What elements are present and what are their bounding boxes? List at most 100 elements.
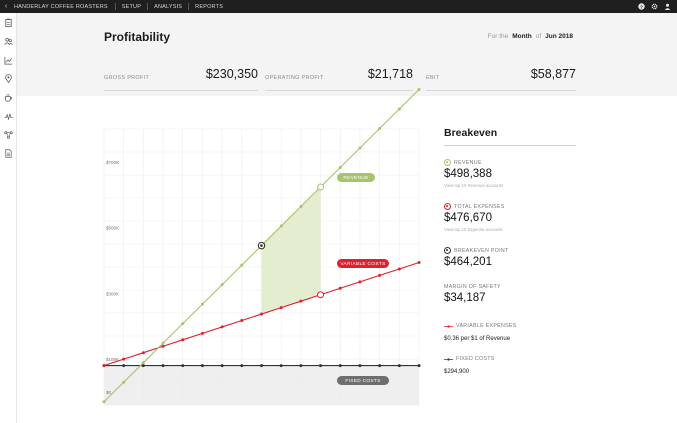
fixed-costs-point xyxy=(240,364,244,368)
breakeven-panel: Breakeven REVENUE $498,388 View top 10 R… xyxy=(444,127,576,375)
current-expenses-marker xyxy=(317,291,325,299)
fixed-costs-point xyxy=(417,364,421,368)
people-icon[interactable] xyxy=(4,37,13,46)
breakeven-point-value: $464,201 xyxy=(444,256,492,268)
fixed-costs-point xyxy=(279,364,283,368)
help-icon[interactable]: ? xyxy=(638,3,645,10)
variable-costs-point xyxy=(378,273,382,277)
variable-costs-annotation-pill xyxy=(337,259,389,268)
variable-costs-point xyxy=(397,267,401,271)
revenue-point xyxy=(181,322,185,326)
kpi-operating-profit: OPERATING PROFIT $21,718 xyxy=(265,65,413,91)
revenue-legend-icon xyxy=(444,159,451,166)
fixed-costs-point xyxy=(161,364,165,368)
breakeven-title: Breakeven xyxy=(444,127,576,146)
revenue-point xyxy=(417,87,421,91)
divider xyxy=(188,3,190,10)
page-title: Profitability xyxy=(104,30,171,44)
nav-setup[interactable]: SETUP xyxy=(121,3,142,10)
period-unit-select[interactable]: Month xyxy=(512,33,532,40)
revenue-point xyxy=(161,341,165,345)
revenue-point xyxy=(299,205,303,209)
nav-analysis[interactable]: ANALYSIS xyxy=(154,3,183,10)
variable-expenses-legend-icon xyxy=(444,324,453,328)
variable-costs-point xyxy=(417,261,421,265)
y-tick-label: $0 xyxy=(106,390,112,395)
variable-costs-point xyxy=(338,286,342,290)
revenue-point xyxy=(378,126,382,130)
fixed-costs-point xyxy=(260,364,263,368)
variable-costs-annotation-label: VARIABLE COSTS xyxy=(340,261,385,267)
top-bar: ‹ HANDERLAY COFFEE ROASTERS SETUP ANALYS… xyxy=(0,0,677,13)
revenue-point xyxy=(200,302,204,306)
kpi-label: OPERATING PROFIT xyxy=(265,75,324,81)
sidebar xyxy=(0,13,17,423)
variable-costs-point xyxy=(161,344,165,348)
fixed-costs-block: FIXED COSTS $294,900 xyxy=(444,356,495,375)
variable-costs-point xyxy=(358,280,362,284)
y-tick-label: $300K xyxy=(106,291,119,296)
clipboard-icon[interactable] xyxy=(4,18,13,27)
page-header: Profitability For the Month of Jun 2018 … xyxy=(17,13,677,96)
revenue-point xyxy=(358,146,362,150)
revenue-block: REVENUE $498,388 View top 10 Revenue acc… xyxy=(444,159,503,188)
variable-costs-point xyxy=(240,318,244,322)
variable-costs-point xyxy=(260,312,263,316)
location-pin-icon[interactable] xyxy=(4,74,13,83)
fixed-costs-annotation-label: FIXED COSTS xyxy=(345,378,380,384)
fixed-costs-value: $294,900 xyxy=(444,369,470,375)
company-name[interactable]: HANDERLAY COFFEE ROASTERS xyxy=(14,3,108,10)
revenue-label: REVENUE xyxy=(454,159,482,166)
current-revenue-marker xyxy=(317,183,325,191)
period-prefix: For the xyxy=(487,33,509,40)
coffee-cup-icon[interactable] xyxy=(4,93,13,102)
variable-expenses-value: $0.36 per $1 of Revenue xyxy=(444,336,511,342)
kpi-label: GROSS PROFIT xyxy=(104,75,150,81)
profit-area xyxy=(261,187,321,315)
back-chevron-icon[interactable]: ‹ xyxy=(4,3,8,10)
fixed-costs-point xyxy=(319,364,323,368)
variable-expenses-block: VARIABLE EXPENSES $0.36 per $1 of Revenu… xyxy=(444,323,517,342)
fixed-costs-legend-icon xyxy=(444,357,453,361)
period-selector: For the Month of Jun 2018 xyxy=(488,33,573,40)
expenses-label: TOTAL EXPENSES xyxy=(454,203,505,210)
flow-icon[interactable] xyxy=(4,130,13,139)
variable-costs-point xyxy=(122,357,126,361)
fixed-costs-point xyxy=(200,364,204,368)
variable-expenses-label: VARIABLE EXPENSES xyxy=(456,323,517,329)
variable-costs-point xyxy=(279,306,283,310)
document-icon[interactable] xyxy=(4,149,13,158)
fixed-costs-point xyxy=(181,364,185,368)
expense-accounts-link[interactable]: View top 10 Expense accounts xyxy=(444,227,503,232)
svg-text:?: ? xyxy=(640,4,643,10)
margin-of-safety-label: MARGIN OF SAFETY xyxy=(444,284,501,290)
kpi-ebit: EBIT $58,877 xyxy=(426,65,576,91)
line-chart-icon[interactable] xyxy=(4,56,13,65)
expenses-block: TOTAL EXPENSES $476,670 View top 10 Expe… xyxy=(444,203,505,232)
fixed-costs-point xyxy=(397,364,401,368)
period-value-select[interactable]: Jun 2018 xyxy=(545,33,573,40)
revenue-point xyxy=(122,380,126,384)
fixed-costs-point xyxy=(299,364,303,368)
divider xyxy=(114,3,116,10)
user-icon[interactable] xyxy=(664,3,671,10)
revenue-point xyxy=(102,400,106,404)
divider xyxy=(147,3,149,10)
breakeven-marker-dot xyxy=(260,244,263,247)
gear-icon[interactable] xyxy=(651,3,658,10)
expenses-value: $476,670 xyxy=(444,212,492,224)
fixed-costs-point xyxy=(338,364,342,368)
revenue-point xyxy=(397,107,401,111)
activity-icon[interactable] xyxy=(4,112,13,121)
breakeven-legend-icon xyxy=(444,247,451,254)
fixed-costs-point xyxy=(220,364,224,368)
topbar-actions: ? xyxy=(638,3,677,10)
revenue-accounts-link[interactable]: View top 10 Revenue accounts xyxy=(444,183,504,188)
breakeven-point-block: BREAKEVEN POINT $464,201 xyxy=(444,247,509,268)
margin-of-safety-block: MARGIN OF SAFETY $34,187 xyxy=(444,284,501,304)
variable-costs-point xyxy=(220,325,224,329)
variable-costs-point xyxy=(181,338,185,342)
nav-reports[interactable]: REPORTS xyxy=(195,3,224,10)
period-of: of xyxy=(535,33,542,40)
expenses-legend-icon xyxy=(444,203,451,210)
